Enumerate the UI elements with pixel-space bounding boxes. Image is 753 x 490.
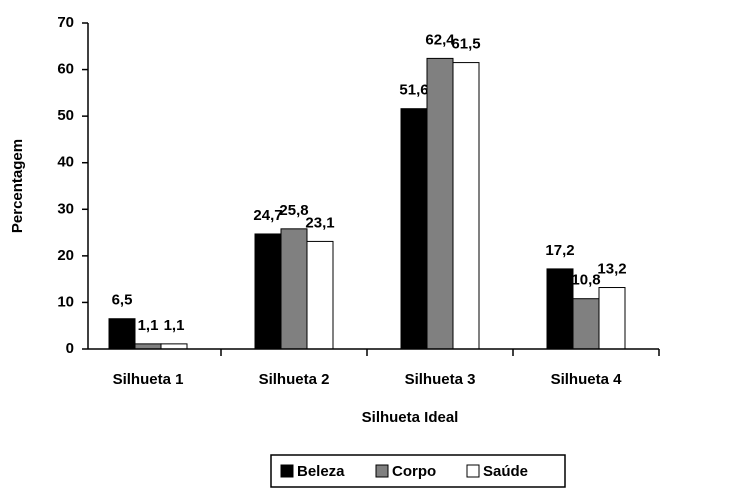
data-label: 25,8 [279,202,308,219]
data-label: 1,1 [164,317,185,334]
y-tick-label: 10 [57,293,74,310]
bar [452,62,480,350]
bar [572,298,600,350]
data-label: 17,2 [545,242,574,259]
data-label: 23,1 [305,214,334,231]
y-tick-label: 30 [57,200,74,217]
bar [134,343,162,350]
bar [160,343,188,350]
bar [598,287,626,350]
legend-swatch [466,464,480,478]
legend-label: Corpo [392,463,436,480]
bar [400,108,428,350]
y-tick-label: 20 [57,247,74,264]
data-label: 13,2 [597,260,626,277]
x-tick-label: Silhueta 3 [405,371,476,388]
x-tick-label: Silhueta 1 [113,371,184,388]
bar [426,57,454,350]
x-tick-label: Silhueta 4 [551,371,623,388]
data-label: 1,1 [138,317,159,334]
legend-swatch [375,464,389,478]
x-tick-label: Silhueta 2 [259,371,330,388]
data-label: 6,5 [112,292,133,309]
bar [546,268,574,350]
y-axis-title: Percentagem [9,139,26,233]
bar [108,318,136,350]
bar [306,240,334,350]
legend-label: Beleza [297,463,345,480]
legend-box [270,454,566,488]
y-tick-label: 60 [57,61,74,78]
legend-swatch [280,464,294,478]
data-label: 51,6 [399,82,428,99]
y-tick-label: 0 [66,340,74,357]
data-label: 10,8 [571,272,600,289]
bar [254,233,282,350]
bar [280,228,308,350]
data-label: 24,7 [253,207,282,224]
x-axis-title: Silhueta Ideal [362,409,459,426]
y-tick-label: 70 [57,14,74,31]
y-tick-label: 50 [57,107,74,124]
data-label: 62,4 [425,31,455,48]
data-label: 61,5 [451,36,480,53]
y-tick-label: 40 [57,154,74,171]
legend-label: Saúde [483,463,528,480]
